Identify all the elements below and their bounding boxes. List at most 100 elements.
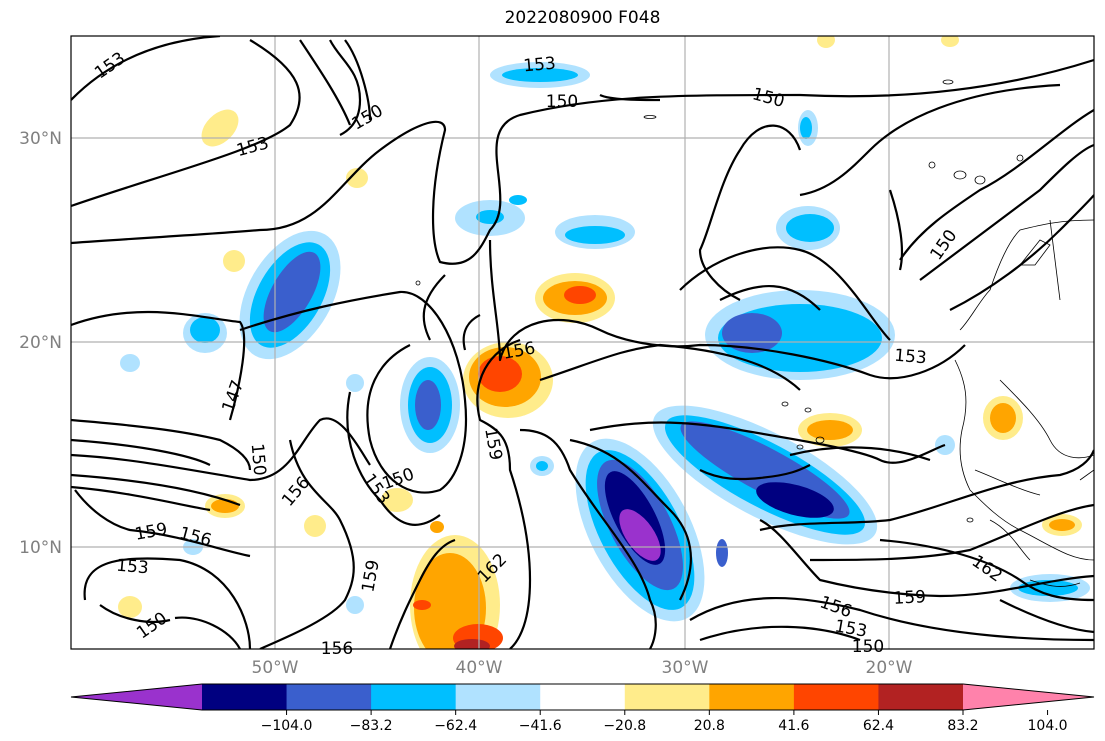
coastline [1049,219,1061,301]
contour-label: 159 [893,587,926,609]
height-contour [589,421,946,464]
island [815,436,825,444]
lon-label-50w: 50°W [252,658,299,678]
neg-anomaly [800,117,812,139]
pos-anomaly [201,109,239,147]
height-contour [519,428,657,649]
height-contour [422,274,446,341]
height-contour [809,503,1094,562]
height-contour [299,39,352,126]
island [643,115,657,119]
contour-label: 150 [348,101,386,135]
island [974,175,986,185]
lat-label-20n: 20°N [19,333,62,353]
island [415,280,421,286]
colorbar-tick-label: −104.0 [261,718,313,734]
island [966,517,974,523]
colorbar-bin [624,684,710,710]
neg-anomaly [415,380,441,430]
coastline-layer [415,79,1094,587]
pos-anomaly [430,521,444,533]
colorbar-extend-min [71,684,202,710]
height-contour [346,391,441,526]
pos-anomaly [564,286,596,304]
neg-anomaly [619,509,661,561]
coastline [999,379,1094,459]
contour-label: 150 [926,226,961,264]
colorbar-tick-label: −83.2 [350,718,393,734]
colorbar-tick-label: 62.4 [863,718,894,734]
lat-label-30n: 30°N [19,129,62,149]
height-contour [174,616,241,649]
colorbar-tick-label: −62.4 [434,718,477,734]
height-contour [462,314,481,351]
height-contour [71,58,1094,265]
contour-label: 162 [968,551,1006,586]
neg-anomaly [346,596,364,614]
island [781,401,789,407]
colorbar-tick-label: 104.0 [1028,718,1068,734]
pos-anomaly [223,250,245,272]
map-frame [70,35,1095,650]
neg-anomaly [756,482,834,518]
lat-label-10n: 10°N [19,538,62,558]
pos-anomaly [990,403,1016,433]
island [942,79,954,85]
pos-anomaly [211,499,239,513]
contour-label: 150 [750,84,787,112]
neg-anomaly [263,251,321,333]
lon-label-30w: 30°W [662,658,709,678]
neg-anomaly [190,317,220,343]
contour-label: 150 [546,92,578,112]
height-contour [259,439,355,649]
pos-anomaly [414,553,486,649]
contour-label: 150 [247,443,270,477]
island [804,407,812,413]
map-title: 2022080900 F048 [504,8,661,28]
height-contour [74,489,251,558]
colorbar-bin [286,684,372,710]
contour-label: 153 [893,346,927,369]
pos-anomaly [346,168,368,188]
height-contour [569,438,692,601]
colorbar-tick-label: 20.8 [694,718,725,734]
height-contour [83,557,252,649]
contour-label: 156 [278,473,314,511]
colorbar-bin [793,684,879,710]
colorbar-bin [878,684,964,710]
height-contour [99,604,171,623]
height-contour [476,338,532,649]
neg-anomaly [502,68,578,82]
height-contour [699,625,861,642]
island [1016,154,1024,162]
height-contour [679,246,891,341]
colorbar-tick-label: −20.8 [603,718,646,734]
height-contour [949,194,1094,311]
island [953,170,967,180]
graticule [71,36,1094,649]
height-contour [789,446,931,462]
colorbar-bin [371,684,457,710]
height-contour [699,464,811,481]
coastline [1029,579,1081,587]
height-contour [239,290,467,494]
colorbar-tick-label: 41.6 [778,718,809,734]
height-contour [719,284,821,311]
colorbar-bin [202,684,288,710]
contour-layer [71,36,1094,649]
colorbar-outline [70,683,1095,711]
contour-label: 153 [523,54,557,77]
colorbar-bin [455,684,541,710]
lon-label-40w: 40°W [456,658,503,678]
height-contour [759,449,1094,532]
coastline [989,519,1031,561]
height-contour [71,485,211,512]
height-contour [71,418,252,471]
latitude-labels: 30°N 20°N 10°N [19,129,62,558]
longitude-labels: 50°W 40°W 30°W 20°W [252,658,913,678]
contour-label: 153 [115,556,149,579]
height-contour [71,39,301,208]
height-contour [899,109,1094,261]
height-contour [759,519,1094,598]
